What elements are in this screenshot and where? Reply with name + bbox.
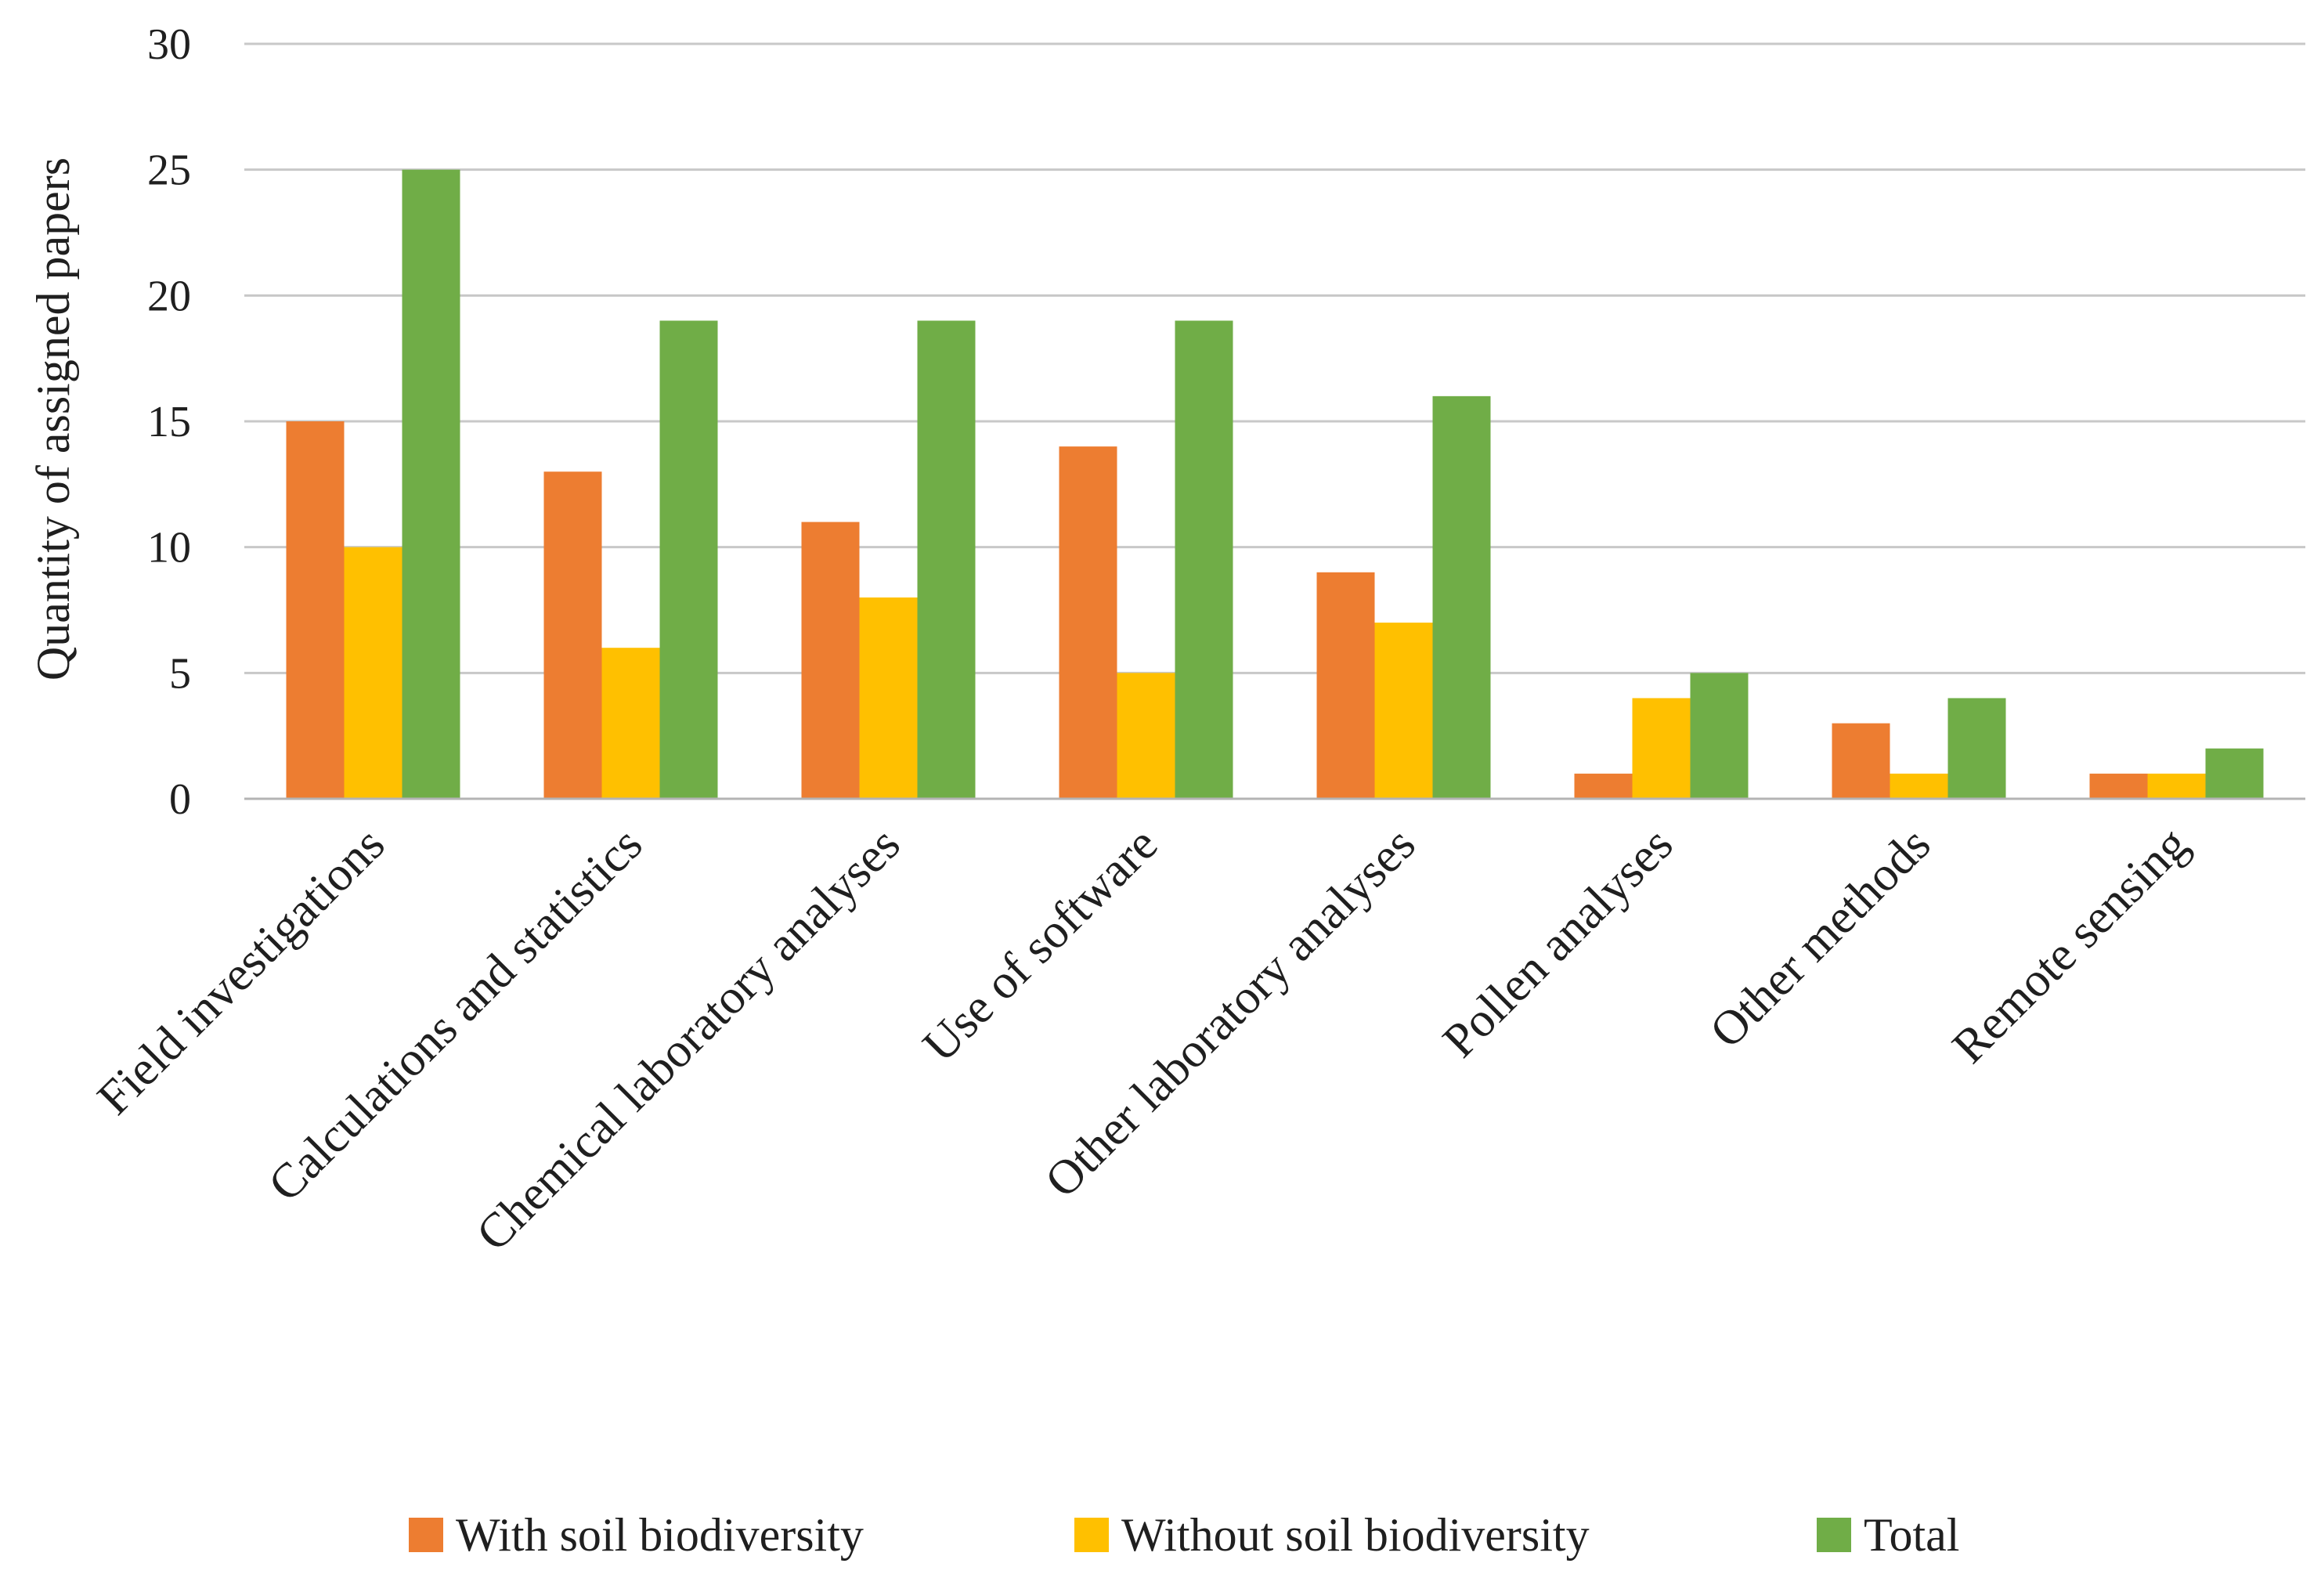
bar-total	[1947, 698, 2006, 799]
bar-without-soil-biodiversity	[344, 547, 402, 799]
y-axis-title: Quantity of assigned papers	[27, 157, 79, 681]
y-tick-label: 15	[147, 398, 191, 446]
bar-without-soil-biodiversity	[601, 648, 660, 799]
bar-without-soil-biodiversity	[859, 597, 918, 799]
legend-swatch	[1817, 1518, 1851, 1552]
bar-without-soil-biodiversity	[1374, 623, 1433, 799]
bar-with-soil-biodiversity	[1316, 572, 1375, 799]
y-tick-label: 25	[147, 146, 191, 195]
bar-without-soil-biodiversity	[1117, 673, 1175, 799]
y-tick-label: 0	[169, 775, 191, 824]
x-tick-label: Other methods	[1700, 818, 1940, 1058]
x-tick-label: Field investigations	[88, 818, 395, 1125]
bar-with-soil-biodiversity	[286, 421, 345, 799]
x-tick-label: Use of software	[913, 818, 1168, 1073]
legend-label: With soil biodiversity	[456, 1509, 864, 1561]
y-tick-label: 30	[147, 20, 191, 69]
bar-with-soil-biodiversity	[801, 522, 860, 799]
x-tick-label: Pollen analyses	[1433, 818, 1684, 1068]
bar-without-soil-biodiversity	[1632, 698, 1691, 799]
legend: With soil biodiversity Without soil biodi…	[409, 1509, 1959, 1561]
y-tick-label: 10	[147, 524, 191, 572]
bar-with-soil-biodiversity	[543, 471, 602, 799]
bar-without-soil-biodiversity	[1890, 773, 1948, 799]
legend-label: Total	[1864, 1509, 1959, 1561]
bar-total	[1432, 395, 1491, 799]
legend-swatch	[409, 1518, 443, 1552]
bars	[286, 169, 2264, 799]
bar-total	[659, 320, 718, 799]
bar-total	[2205, 748, 2264, 799]
bar-with-soil-biodiversity	[1574, 773, 1633, 799]
y-tick-label: 20	[147, 272, 191, 320]
bar-with-soil-biodiversity	[2089, 773, 2148, 799]
x-tick-label: Chemical laboratory analyses	[467, 818, 911, 1262]
bar-with-soil-biodiversity	[1059, 446, 1117, 799]
bar-without-soil-biodiversity	[2147, 773, 2206, 799]
bar-with-soil-biodiversity	[1832, 723, 1890, 799]
bar-total	[402, 169, 460, 799]
y-axis-ticks: 0 5 10 15 20 25 30	[147, 20, 191, 824]
bar-total	[1690, 673, 1749, 799]
bar-total	[1175, 320, 1233, 799]
y-tick-label: 5	[169, 649, 191, 698]
bar-total	[917, 320, 976, 799]
legend-swatch	[1074, 1518, 1109, 1552]
legend-label: Without soil biodiversity	[1121, 1509, 1590, 1561]
x-tick-label: Remote sensing	[1942, 818, 2198, 1074]
